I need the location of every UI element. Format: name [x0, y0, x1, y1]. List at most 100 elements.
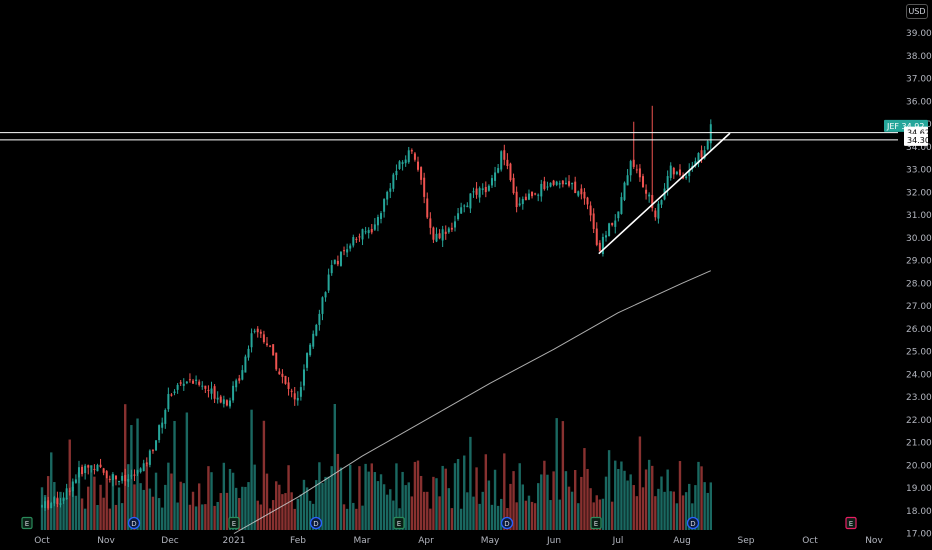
currency-badge[interactable]: USD [906, 4, 928, 19]
candle [398, 160, 401, 170]
volume-bar [586, 468, 589, 530]
candle-body [216, 397, 219, 400]
candle-body [281, 373, 284, 377]
volume-bar [694, 485, 697, 530]
volume-bar [68, 439, 71, 530]
candle [626, 169, 629, 186]
candle [62, 492, 65, 504]
candle [207, 385, 210, 398]
candle [77, 460, 80, 484]
candle-body [250, 333, 253, 348]
volume-bar [496, 505, 500, 530]
volume-bar [290, 492, 293, 530]
candle [179, 380, 182, 387]
candle-body [392, 174, 395, 189]
candle-body [543, 181, 546, 190]
candle [484, 181, 487, 198]
volume-bar [647, 459, 651, 530]
candle-body [102, 468, 105, 473]
candle [638, 164, 641, 182]
volume-bar [589, 488, 592, 530]
candle [87, 464, 90, 475]
candle [155, 440, 158, 451]
candle [346, 243, 349, 258]
x-tick-label: Dec [161, 536, 178, 546]
volume-bar [617, 468, 620, 530]
candle-body [192, 380, 195, 384]
y-tick-label: 30.00 [906, 234, 932, 244]
candle-body [272, 344, 275, 356]
volume-bar [228, 468, 232, 530]
candle [284, 375, 287, 385]
candle [426, 192, 429, 219]
volume-bar [629, 474, 632, 530]
candle-body [253, 330, 256, 332]
trendline-layer [598, 132, 731, 255]
candle-body [512, 177, 515, 194]
candle-body [549, 182, 552, 187]
candle [540, 179, 543, 202]
candle-body [278, 371, 281, 375]
candle-body [77, 467, 80, 478]
candle [114, 475, 117, 486]
volume-bar [382, 484, 386, 530]
candle [130, 469, 133, 480]
volume-bar [352, 502, 355, 530]
candle-body [500, 151, 503, 170]
candle [358, 233, 361, 242]
candle-body [275, 352, 278, 370]
candle [410, 148, 413, 154]
volume-bar [275, 481, 278, 530]
candle-body [534, 193, 537, 195]
volume-bar [50, 452, 53, 530]
candle [265, 337, 268, 347]
candle-body [105, 471, 108, 479]
candle [111, 472, 114, 487]
candle-layer [41, 105, 712, 511]
candle-body [201, 385, 204, 387]
volume-bar [447, 488, 451, 530]
candle-body [626, 175, 629, 186]
candle-body [339, 251, 342, 266]
candle [41, 504, 43, 508]
candle [278, 368, 281, 375]
candle [373, 218, 376, 231]
candle [534, 192, 537, 196]
candle [432, 226, 435, 243]
volume-bar [379, 474, 383, 530]
x-axis: Oct Nov Dec 2021 Feb Mar Apr May Jun Jul Aug Sep Oct… [34, 536, 883, 546]
candle-body [709, 124, 712, 144]
candle-body [164, 409, 167, 424]
candle-body [219, 396, 222, 403]
candle [447, 226, 450, 234]
candle [487, 184, 490, 192]
x-tick-label: Oct [802, 536, 818, 546]
candle [611, 222, 614, 227]
volume-bar [416, 460, 420, 530]
candle [312, 330, 315, 349]
volume-bar [407, 482, 410, 530]
candle-body [296, 397, 299, 401]
volume-bar [207, 466, 210, 530]
candle-body [466, 205, 469, 208]
volume-bar [312, 503, 315, 530]
candle [315, 323, 318, 337]
volume-bar [524, 500, 528, 530]
candle [293, 386, 296, 406]
candle [444, 225, 447, 240]
candle-body [503, 150, 506, 160]
volume-bar [111, 473, 115, 530]
volume-bar [241, 486, 244, 530]
candle [632, 121, 635, 169]
volume-bar [65, 498, 68, 530]
volume-bar [333, 404, 336, 530]
volume-bar [432, 476, 435, 530]
candle-body [59, 503, 62, 506]
candle [185, 381, 188, 385]
candle-body [540, 183, 543, 197]
volume-bar [117, 487, 121, 530]
candle-body [302, 369, 305, 386]
